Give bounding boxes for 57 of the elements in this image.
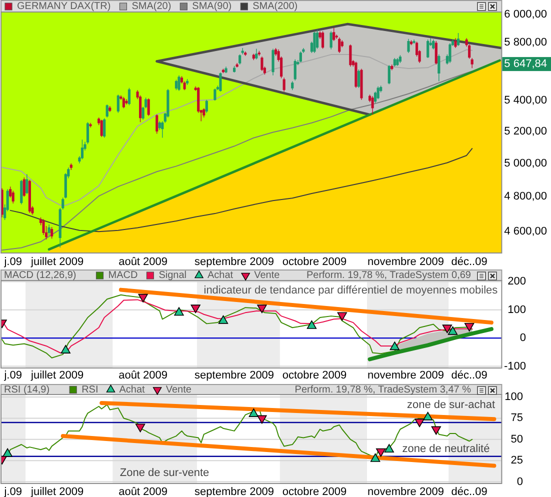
chart-subtitle: Perform. 19,78 %, TradeSystem 0,69 [306, 270, 472, 281]
y-tick-label: 25 [510, 454, 523, 467]
y-tick-label: 200 [508, 276, 526, 288]
x-tick-label: juillet 2009 [30, 256, 84, 268]
x-tick-label: août 2009 [118, 256, 168, 268]
x-tick-label: septembre 2009 [194, 486, 274, 497]
y-tick-label: 5 800,00 [504, 36, 547, 48]
x-tick-label: août 2009 [118, 370, 168, 382]
chart-title: RSI (14,9) [4, 384, 50, 396]
legend-label: Vente [254, 270, 280, 281]
x-tick-label: septembre 2009 [194, 256, 274, 268]
x-tick-label: j.09 [3, 256, 22, 268]
chart-subtitle: Perform. 19,78 %, TradeSystem 3,47 % [294, 384, 472, 396]
y-tick-label: 6 000,00 [504, 8, 547, 21]
x-tick-label: novembre 2009 [368, 486, 444, 497]
y-tick-label: 100 [504, 391, 523, 404]
y-tick-label: 50 [510, 433, 523, 446]
x-tick-label: j.09 [3, 370, 22, 382]
annotation: Zone de sur-vente [120, 467, 210, 479]
x-tick-label: septembre 2009 [194, 370, 274, 382]
legend-label: Achat [119, 384, 146, 396]
y-tick-label: 4 600,00 [504, 225, 547, 238]
annotation: zone de sur-achat [406, 399, 496, 411]
x-tick-label: j.09 [3, 486, 22, 497]
x-tick-label: octobre 2009 [282, 486, 347, 497]
y-tick-label: 0 [516, 476, 523, 488]
legend-label: Signal [158, 270, 187, 281]
x-tick-label: déc..09 [451, 486, 488, 497]
x-tick-label: août 2009 [118, 486, 168, 497]
legend-label: SMA(200) [252, 1, 298, 12]
x-tick-label: juillet 2009 [30, 486, 84, 497]
legend-label: SMA(90) [192, 1, 232, 12]
annotation: zone de neutralité [402, 443, 490, 455]
x-tick-label: déc..09 [451, 370, 488, 382]
legend-label: GERMANY DAX(TR) [17, 1, 111, 12]
y-tick-label: 4 800,00 [504, 190, 547, 203]
annotation: indicateur de tendance par différentiel de moyennes mobiles [204, 284, 498, 296]
y-tick-label: -100 [504, 360, 526, 372]
x-tick-label: novembre 2009 [368, 256, 444, 268]
x-tick-label: octobre 2009 [282, 370, 347, 382]
y-tick-label: 5 200,00 [504, 125, 547, 138]
x-tick-label: novembre 2009 [368, 370, 444, 382]
x-tick-label: octobre 2009 [282, 256, 347, 268]
chart-title: MACD (12,26,9) [4, 270, 76, 281]
text: 5 647,84 [504, 58, 547, 70]
legend-label: SMA(20) [132, 1, 172, 12]
legend-label: RSI [82, 384, 98, 396]
legend-label: Vente [166, 384, 192, 396]
y-tick-label: 100 [508, 304, 526, 316]
legend-label: Achat [208, 270, 234, 281]
y-tick-label: 5 400,00 [504, 94, 547, 107]
legend-label: MACD [108, 270, 138, 281]
y-tick-label: 5 000,00 [504, 157, 547, 170]
y-tick-label: 75 [510, 412, 523, 424]
x-tick-label: juillet 2009 [30, 370, 84, 382]
x-tick-label: déc..09 [451, 256, 488, 268]
y-tick-label: 0 [520, 332, 526, 344]
